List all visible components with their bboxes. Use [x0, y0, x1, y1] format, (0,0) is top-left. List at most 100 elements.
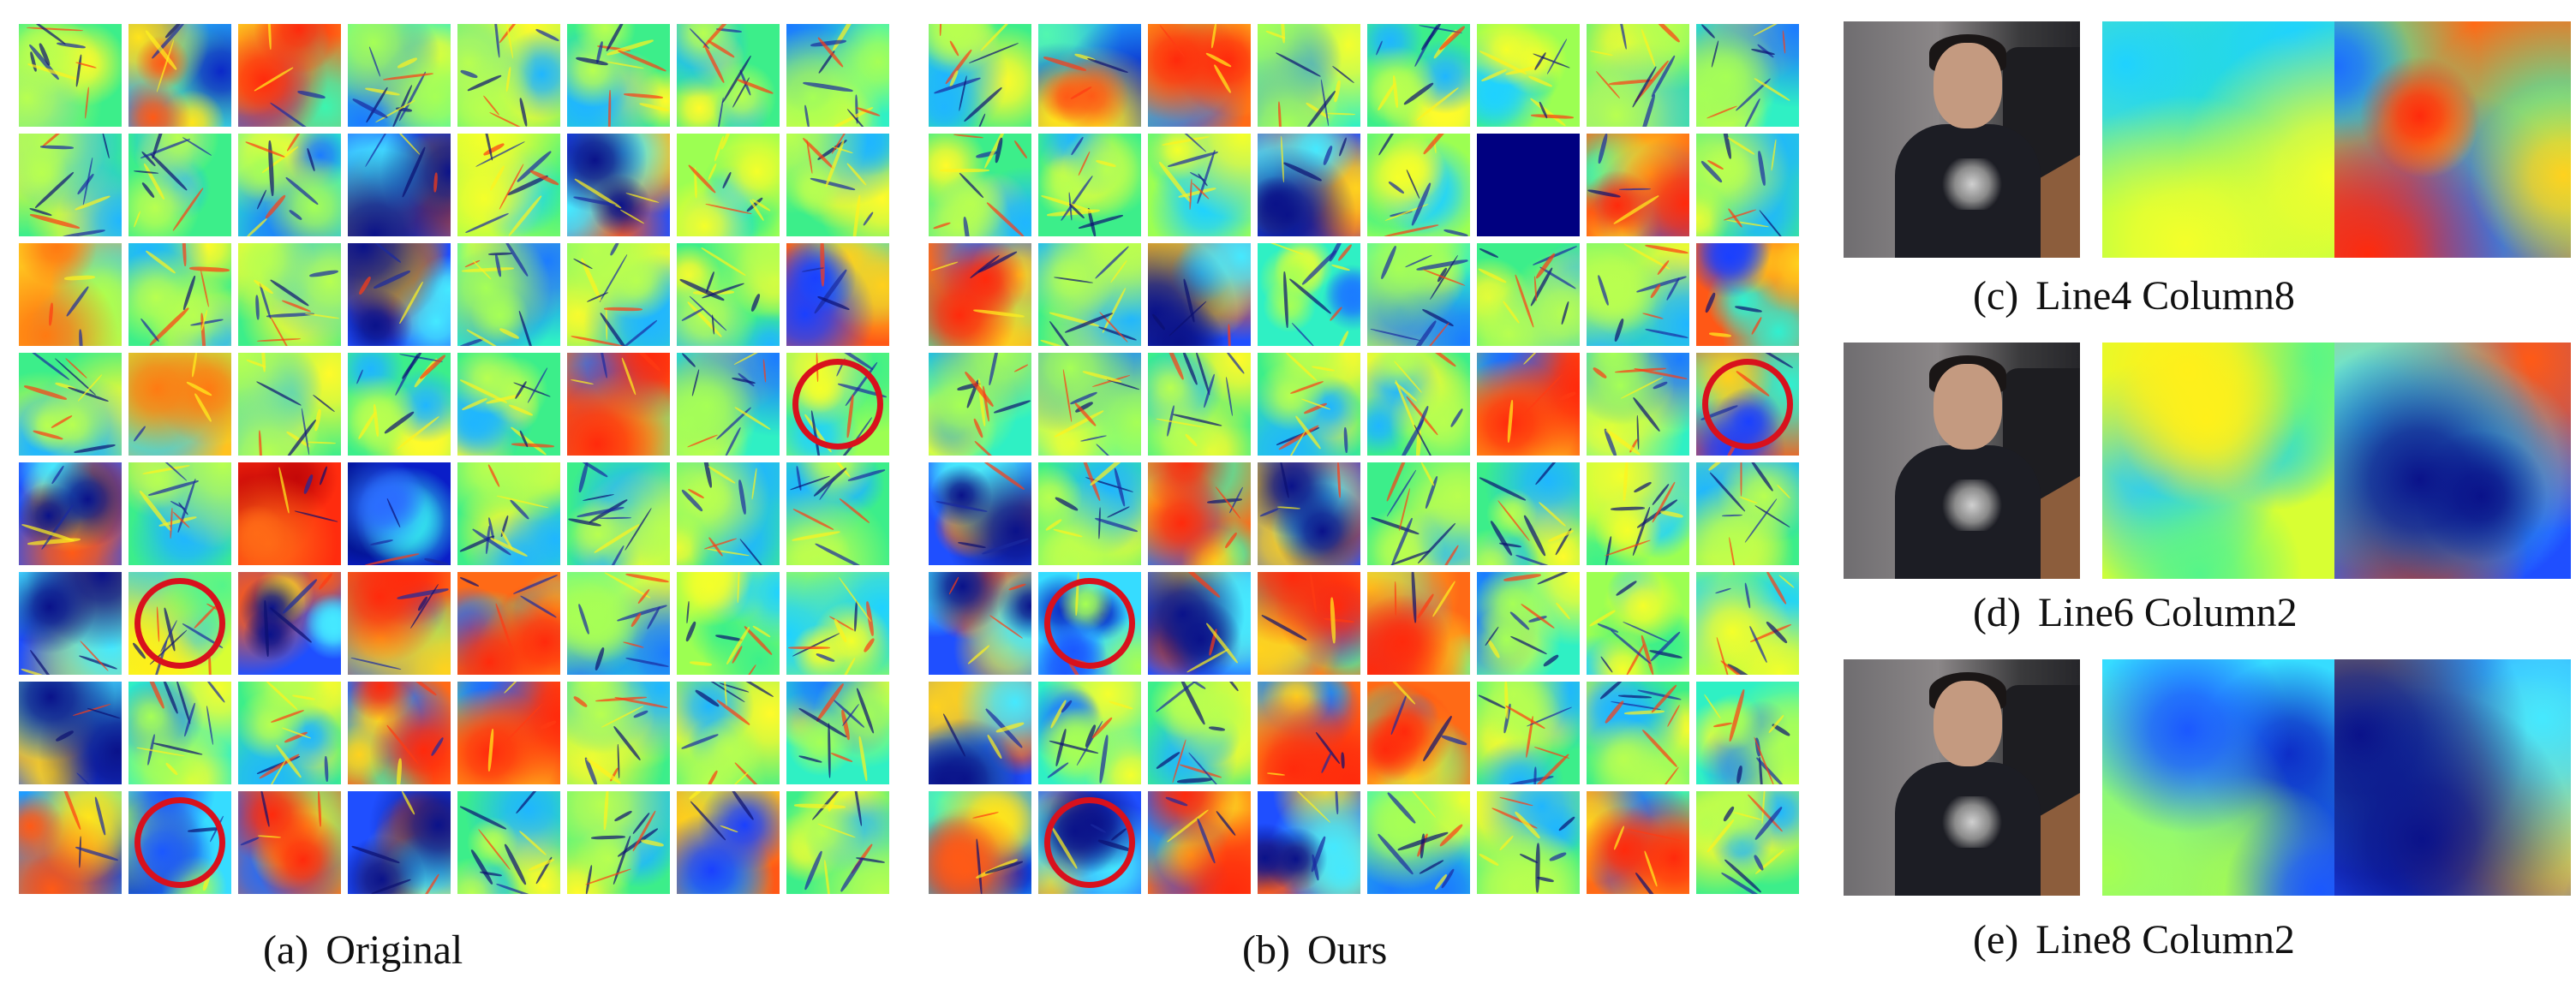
activation-stroke [1527, 74, 1553, 88]
activation-stroke [373, 269, 411, 290]
activation-stroke [721, 171, 732, 189]
activation-stroke [1639, 93, 1657, 127]
activation-stroke [1419, 462, 1436, 486]
activation-stroke [1489, 520, 1514, 557]
activation-stroke [459, 576, 480, 587]
activation-stroke [972, 308, 1025, 319]
activation-stroke [1479, 476, 1527, 502]
activation-stroke [817, 823, 856, 838]
feature-map-tile-r8-c4 [1258, 791, 1360, 894]
feature-map-tile-r1-c3 [1148, 24, 1251, 127]
activation-stroke [1062, 369, 1073, 422]
feature-map-tile-r1-c2 [1038, 24, 1141, 127]
activation-stroke [1546, 38, 1568, 75]
activation-stroke [75, 54, 83, 87]
activation-stroke [1277, 101, 1282, 127]
activation-stroke [1210, 24, 1217, 49]
activation-stroke [1610, 506, 1646, 511]
activation-stroke [364, 552, 420, 565]
activation-stroke [288, 208, 303, 222]
feature-map-tile-r2-c3 [238, 134, 341, 236]
feature-map-tile-r3-c5 [1367, 243, 1470, 346]
feature-map-tile-r5-c6 [567, 462, 670, 565]
activation-stroke [744, 664, 757, 675]
input-photo-e [1844, 659, 2080, 896]
activation-stroke [988, 353, 1001, 386]
activation-stroke [1720, 134, 1733, 160]
activation-stroke [977, 250, 1018, 274]
activation-stroke [577, 603, 591, 635]
activation-stroke [706, 769, 719, 784]
feature-map-tile-r3-c7 [677, 243, 780, 346]
activation-stroke [1422, 134, 1451, 156]
feature-map-tile-r3-c1 [19, 243, 122, 346]
activation-stroke [1410, 572, 1418, 623]
activation-stroke [1597, 623, 1619, 634]
activation-stroke [78, 654, 118, 670]
photo-head [1933, 43, 2002, 128]
activation-stroke [577, 462, 589, 493]
activation-stroke [1726, 219, 1769, 228]
activation-stroke [51, 465, 65, 485]
activation-stroke [1275, 51, 1322, 78]
activation-stroke [21, 667, 45, 675]
photo-shirt-print [1938, 480, 2006, 531]
activation-stroke [527, 366, 548, 404]
activation-stroke [27, 62, 81, 82]
feature-map-tile-r5-c8 [1696, 462, 1799, 565]
activation-stroke [461, 396, 488, 412]
activation-stroke [619, 319, 658, 346]
activation-stroke [616, 604, 668, 623]
activation-stroke [84, 86, 90, 119]
activation-stroke [708, 465, 736, 485]
activation-stroke [1643, 850, 1659, 887]
activation-stroke [255, 380, 302, 407]
activation-stroke [383, 72, 433, 81]
feature-map-tile-r8-c8 [1696, 791, 1799, 894]
feature-map-tile-r6-c2 [129, 572, 231, 675]
activation-stroke [1089, 462, 1135, 487]
activation-stroke [317, 791, 322, 827]
activation-stroke [1329, 306, 1343, 322]
activation-stroke [518, 830, 547, 856]
activation-stroke [296, 89, 326, 100]
activation-stroke [1706, 104, 1737, 120]
activation-stroke [1224, 353, 1246, 375]
activation-stroke [688, 791, 706, 801]
feature-map-tile-r7-c6 [567, 682, 670, 784]
activation-stroke [685, 600, 690, 624]
activation-stroke [617, 743, 620, 779]
activation-stroke [87, 707, 121, 719]
photo-shirt-print [1938, 796, 2006, 848]
feature-map-tile-r3-c8 [1696, 243, 1799, 346]
activation-stroke [1053, 527, 1083, 539]
activation-stroke [1323, 617, 1355, 623]
feature-map-tile-r5-c3 [238, 462, 341, 565]
activation-stroke [188, 265, 230, 273]
activation-stroke [1070, 86, 1092, 100]
feature-map-tile-r8-c5 [1367, 791, 1470, 894]
activation-stroke [1715, 587, 1731, 594]
activation-stroke [1276, 506, 1301, 509]
activation-stroke [26, 27, 84, 32]
feature-map-tile-r5-c7 [677, 462, 780, 565]
activation-stroke [1423, 353, 1457, 368]
activation-stroke [373, 403, 380, 438]
activation-stroke [1637, 688, 1682, 701]
feature-map-d-ours [2334, 343, 2571, 579]
activation-stroke [78, 836, 82, 868]
activation-stroke [511, 442, 555, 449]
activation-stroke [369, 539, 394, 546]
activation-stroke [572, 694, 589, 709]
feature-map-tile-r3-c4 [1258, 243, 1360, 346]
activation-stroke [1529, 97, 1567, 127]
caption-original: (a) Original [263, 927, 463, 974]
feature-map-tile-r6-c2 [1038, 572, 1141, 675]
activation-stroke [940, 169, 989, 172]
activation-stroke [145, 249, 176, 275]
activation-stroke [1392, 74, 1399, 109]
activation-stroke [1744, 498, 1778, 544]
activation-stroke [423, 557, 450, 565]
activation-stroke [625, 657, 669, 668]
activation-stroke [1613, 318, 1625, 343]
